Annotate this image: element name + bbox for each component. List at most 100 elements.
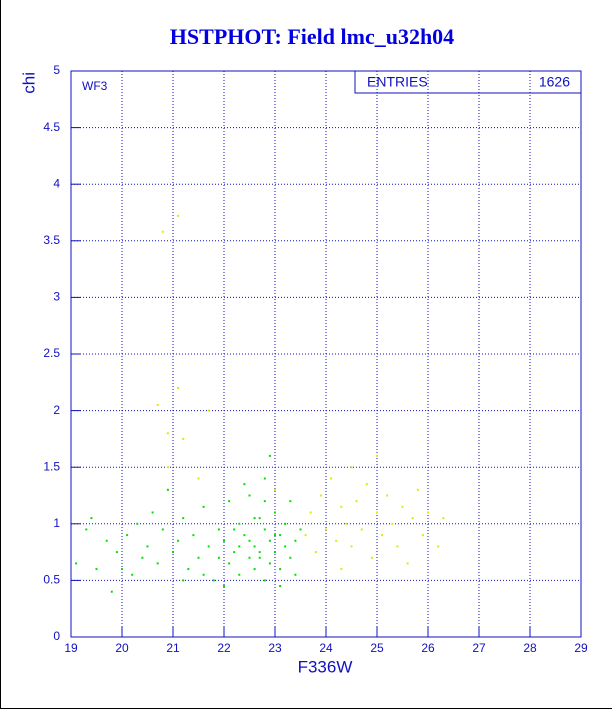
point <box>335 539 338 542</box>
point <box>115 551 118 554</box>
point <box>411 517 414 520</box>
point <box>416 488 419 491</box>
point <box>217 528 220 531</box>
point <box>350 466 353 469</box>
point <box>437 545 440 548</box>
y-axis-label: chi <box>19 72 38 94</box>
y-tick-label: 2 <box>53 403 60 417</box>
point <box>355 500 358 503</box>
point <box>263 477 266 480</box>
point <box>263 528 266 531</box>
point <box>340 505 343 508</box>
point <box>442 517 445 520</box>
point <box>345 522 348 525</box>
point <box>223 585 225 588</box>
x-axis-label: F336W <box>298 657 353 676</box>
point <box>182 437 185 440</box>
point <box>253 517 256 520</box>
point <box>182 517 185 520</box>
point <box>381 534 384 537</box>
x-tick-label: 23 <box>268 641 282 655</box>
y-tick-label: 0 <box>53 629 60 643</box>
point <box>253 568 256 571</box>
point <box>75 562 78 565</box>
point <box>309 511 312 514</box>
point <box>95 568 98 571</box>
point <box>146 545 149 548</box>
point <box>421 534 424 537</box>
point <box>396 545 399 548</box>
point <box>274 511 276 514</box>
y-tick-label: 4 <box>53 176 60 190</box>
point <box>151 511 154 514</box>
point <box>314 551 317 554</box>
point <box>238 573 241 576</box>
point <box>401 505 404 508</box>
point <box>177 539 180 542</box>
point <box>340 568 343 571</box>
point <box>391 522 394 525</box>
y-tick-label: 3.5 <box>43 233 60 247</box>
point <box>166 466 169 469</box>
point <box>289 556 292 559</box>
point <box>166 432 169 435</box>
point <box>258 517 261 520</box>
point <box>268 539 271 542</box>
stats-value: 1626 <box>539 74 570 90</box>
point <box>161 230 164 233</box>
point <box>217 556 220 559</box>
point <box>365 483 368 486</box>
point <box>141 556 144 559</box>
point <box>279 585 282 588</box>
point <box>121 568 123 571</box>
point <box>258 556 261 559</box>
point <box>294 573 297 576</box>
point <box>258 551 261 554</box>
point <box>350 545 353 548</box>
x-tick-label: 24 <box>319 641 333 655</box>
x-tick-label: 21 <box>166 641 180 655</box>
point <box>238 522 241 525</box>
point <box>85 528 88 531</box>
point <box>207 545 210 548</box>
point <box>253 545 256 548</box>
point <box>263 579 266 582</box>
point <box>228 500 231 503</box>
point <box>166 488 169 491</box>
point <box>223 539 225 542</box>
point <box>406 562 409 565</box>
point <box>274 488 276 491</box>
point <box>268 454 271 457</box>
point <box>376 454 378 457</box>
x-tick-label: 28 <box>523 641 537 655</box>
point <box>319 494 322 497</box>
point <box>268 562 271 565</box>
point <box>330 477 333 480</box>
point <box>376 511 378 514</box>
y-tick-label: 1.5 <box>43 459 60 473</box>
point <box>182 579 185 582</box>
stats-label: ENTRIES <box>367 74 428 90</box>
point <box>136 522 139 525</box>
point <box>156 562 159 565</box>
y-tick-label: 5 <box>53 63 60 77</box>
point <box>284 545 287 548</box>
x-tick-label: 26 <box>421 641 435 655</box>
point <box>177 386 180 389</box>
annotation: WF3 <box>82 79 108 93</box>
point <box>427 511 429 514</box>
chart-title: HSTPHOT: Field lmc_u32h04 <box>170 24 454 49</box>
point <box>274 551 276 554</box>
point <box>233 551 236 554</box>
point <box>243 534 246 537</box>
point <box>202 505 205 508</box>
point <box>360 528 363 531</box>
point <box>248 494 251 497</box>
point <box>126 534 129 537</box>
x-tick-label: 22 <box>217 641 231 655</box>
point <box>304 534 307 537</box>
point <box>243 483 246 486</box>
point <box>192 534 195 537</box>
point <box>90 517 93 520</box>
point <box>202 573 205 576</box>
